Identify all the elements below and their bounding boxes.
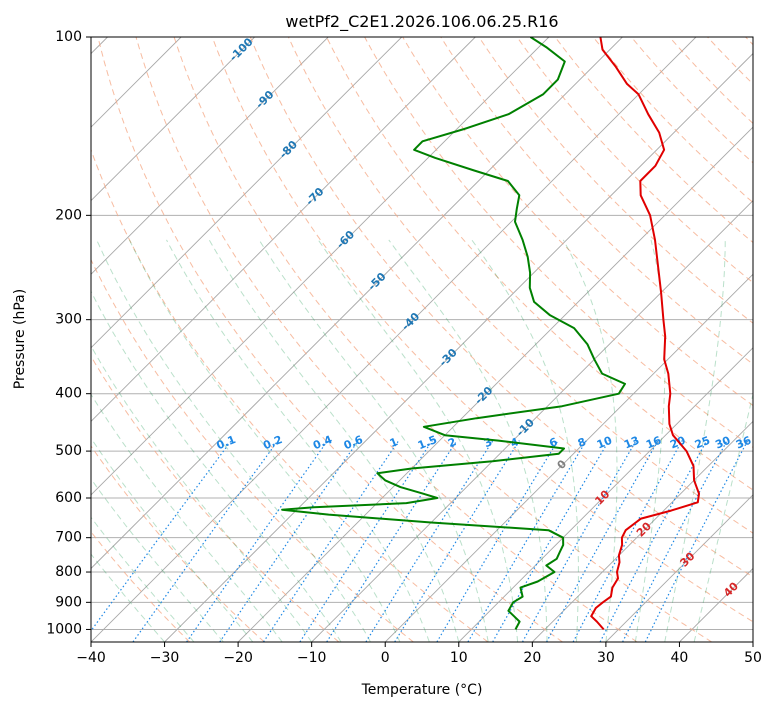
mixing-ratio-line: [132, 440, 279, 642]
dry-adiabat: [173, 37, 713, 642]
mixing-ratio-label: 1: [388, 435, 400, 450]
mixing-ratio-label: 13: [622, 434, 641, 452]
isotherm-line: [91, 37, 403, 349]
y-tick-label: 100: [55, 29, 82, 45]
mixing-ratio-line: [91, 440, 232, 632]
mixing-ratio-label: 8: [576, 435, 588, 450]
y-axis-label: Pressure (hPa): [12, 289, 28, 389]
x-tick-label: −40: [76, 650, 106, 666]
y-tick-label: 500: [55, 443, 82, 459]
mixing-ratio-line: [365, 440, 494, 642]
dry-adiabat: [135, 37, 638, 642]
dry-adiabat: [249, 37, 753, 578]
pressure-gridlines: [91, 37, 753, 630]
mixing-ratio-line: [326, 440, 458, 642]
axis-ticks: −40 −30 −20 −10 0 10 20 30 40 50 1000 900 800 700 600 5…: [46, 29, 762, 666]
mixing-ratio-line: [436, 440, 559, 642]
moist-adiabat: [91, 345, 313, 642]
y-tick-label: 1000: [46, 621, 82, 637]
mixing-ratio-label: 36: [734, 434, 753, 452]
isotherms: [91, 37, 753, 642]
isotherm-line: [91, 37, 697, 642]
isotherm-line: [91, 37, 329, 275]
isotherm-line: [91, 37, 476, 422]
y-tick-label: 700: [55, 530, 82, 546]
x-tick-label: 0: [381, 650, 390, 666]
x-tick-label: −30: [150, 650, 180, 666]
y-tick-label: 200: [55, 207, 82, 223]
mixing-ratio-label: 25: [693, 434, 712, 452]
dry-adiabat: [91, 258, 414, 642]
plot-frame: [90, 36, 754, 643]
temperature-profile-line: [590, 37, 700, 631]
mixing-ratio-line: [219, 440, 359, 642]
dry-adiabat: [211, 37, 753, 623]
mixing-ratio-line: [186, 440, 329, 642]
x-tick-label: −10: [297, 650, 327, 666]
mixing-ratio-line: [546, 440, 659, 642]
mixing-ratio-label: 30: [713, 434, 732, 452]
x-tick-label: 40: [671, 650, 689, 666]
dry-adiabat: [287, 37, 753, 534]
mixing-ratio-label: 3: [482, 435, 494, 450]
y-tick-label: 900: [55, 594, 82, 610]
dewpoint-profile-line: [281, 37, 626, 630]
y-tick-label: 400: [55, 386, 82, 402]
isotherm-line: [237, 126, 753, 642]
mixing-ratio-label: 16: [644, 434, 663, 452]
y-tick-label: 300: [55, 312, 82, 328]
isotherm-line: [164, 52, 753, 642]
profiles: [281, 37, 700, 631]
moist-adiabats: [91, 239, 753, 642]
mixing-ratio-line: [492, 440, 610, 642]
dry-adiabat: [91, 445, 265, 642]
mixing-ratio-lines: [91, 440, 749, 642]
moist-adiabat: [693, 392, 753, 642]
mixing-ratio-line: [467, 440, 587, 642]
plot-area: -100-90-80-70-60-50-40-30-20-10010203040…: [91, 37, 753, 642]
isotherm-line: [605, 494, 753, 642]
moist-adiabat: [471, 239, 579, 642]
moist-adiabat: [166, 239, 430, 642]
moist-adiabat: [317, 239, 519, 642]
isotherm-line: [91, 37, 623, 570]
mixing-ratio-line: [394, 440, 520, 642]
mixing-ratio-line: [521, 440, 637, 642]
moist-adiabat: [634, 239, 666, 642]
x-tick-label: 10: [450, 650, 468, 666]
moist-adiabat: [664, 239, 726, 642]
isotherm-line: [91, 37, 255, 202]
moist-adiabat: [91, 290, 342, 642]
isotherm-line: [532, 420, 753, 642]
mixing-ratio-line: [572, 440, 683, 642]
dry-adiabat: [91, 355, 340, 642]
x-tick-label: −20: [223, 650, 253, 666]
moist-adiabat: [388, 239, 548, 642]
mixing-ratio-line: [644, 440, 749, 642]
moist-adiabat: [208, 239, 460, 642]
mixing-ratio-label: 10: [595, 434, 614, 452]
moist-adiabat: [258, 239, 489, 642]
y-tick-label: 600: [55, 490, 82, 506]
moist-adiabat: [96, 239, 371, 642]
y-tick-label: 800: [55, 564, 82, 580]
isotherm-line: [91, 37, 550, 496]
isotherm-line: [384, 273, 753, 642]
isotherm-line: [458, 347, 753, 642]
chart-title: wetPf2_C2E1.2026.106.06.25.R16: [285, 12, 558, 32]
x-tick-label: 20: [523, 650, 541, 666]
x-tick-label: 50: [744, 650, 762, 666]
x-axis-label: Temperature (°C): [361, 682, 483, 698]
x-tick-label: 30: [597, 650, 615, 666]
mixing-ratio-line: [262, 440, 400, 642]
dry-adiabats: [91, 37, 753, 642]
mixing-ratio-label: 2: [446, 435, 458, 450]
dry-adiabat: [97, 37, 563, 642]
dry-adiabat: [326, 37, 753, 491]
